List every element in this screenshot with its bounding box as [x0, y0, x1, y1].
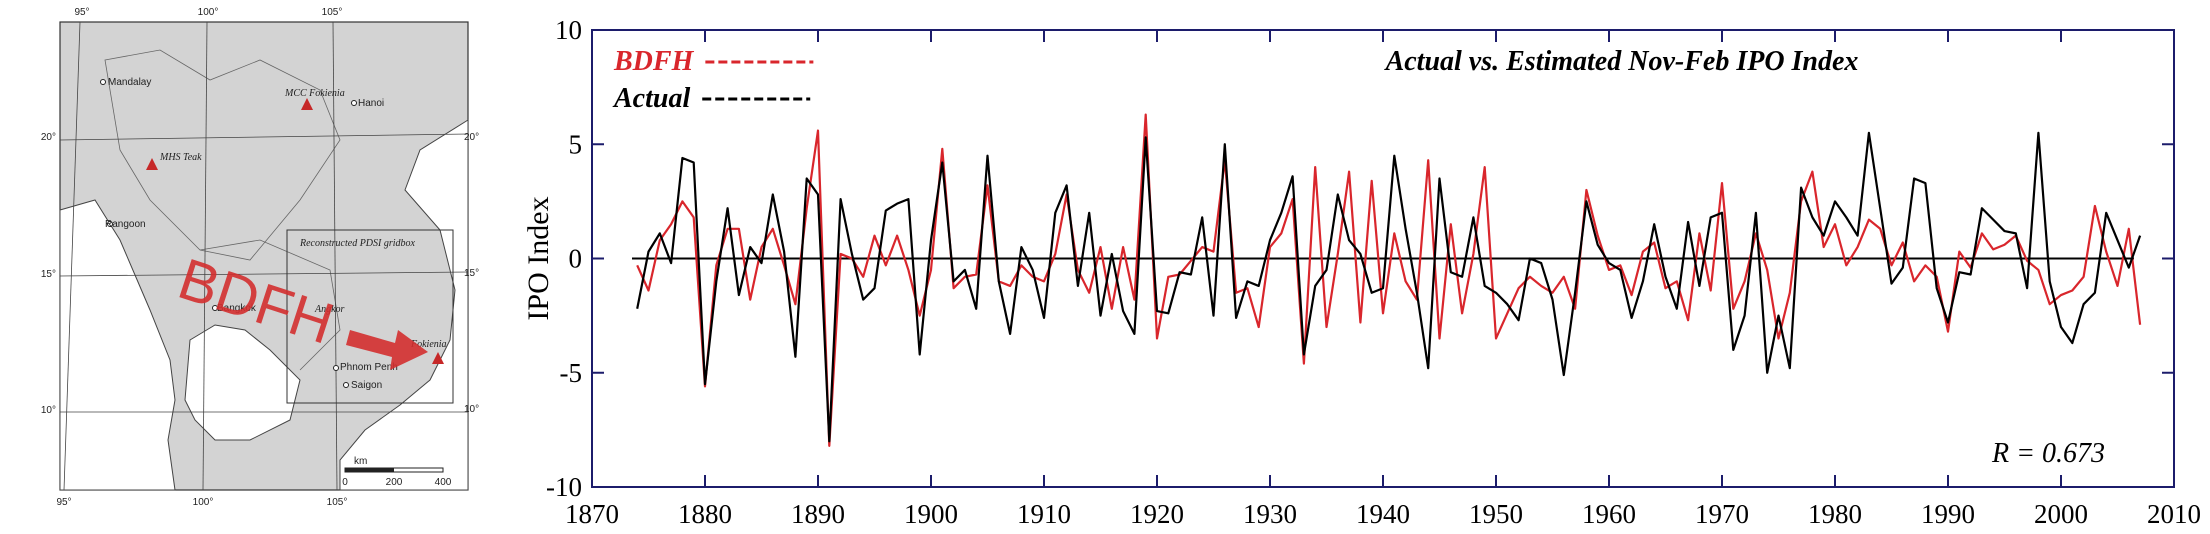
- city-dot: [351, 100, 357, 106]
- site-arrow: [346, 330, 428, 370]
- x-tick-label: 1950: [1469, 499, 1523, 529]
- y-axis-label: IPO Index: [522, 196, 555, 320]
- place-label: Saigon: [351, 380, 382, 391]
- scale-bar: [345, 468, 394, 472]
- lon-label: 100°: [193, 497, 214, 508]
- borders: [104, 49, 341, 261]
- borders: [199, 239, 341, 371]
- place-label: Mandalay: [108, 77, 151, 88]
- city-dot: [343, 382, 349, 388]
- lat-label: 15°: [464, 268, 479, 279]
- x-tick-label: 1960: [1582, 499, 1636, 529]
- place-label: Rangoon: [105, 219, 146, 230]
- site-marker: [146, 158, 158, 170]
- place-label: Fokienia: [410, 339, 447, 350]
- series-line: [636, 131, 2142, 443]
- city-dot: [212, 305, 218, 311]
- x-tick-label: 1920: [1130, 499, 1184, 529]
- x-tick-label: 2010: [2147, 499, 2201, 529]
- lon-label: 105°: [327, 497, 348, 508]
- sea: [59, 199, 176, 491]
- legend-label: Actual: [612, 83, 690, 114]
- scale-label: 0: [342, 477, 348, 488]
- gridbox: [286, 229, 454, 404]
- lon-label: 105°: [322, 7, 343, 18]
- map: 95° 100° 105° 95° 100° 105° 20° 15° 10° …: [41, 7, 479, 508]
- x-tick-label: 1930: [1243, 499, 1297, 529]
- sea: [339, 119, 469, 491]
- y-tick-label: 0: [569, 244, 583, 274]
- scale-label: 200: [386, 477, 403, 488]
- x-tick-label: 1910: [1017, 499, 1071, 529]
- place-label: MCC Fokienia: [284, 88, 345, 99]
- lat-label: 10°: [41, 405, 56, 416]
- lon-label: 100°: [198, 7, 219, 18]
- place-label: Angkor: [314, 304, 345, 315]
- y-tick-label: -10: [546, 472, 582, 502]
- y-tick-label: -5: [560, 358, 583, 388]
- place-label: Reconstructed PDSI gridbox: [299, 238, 416, 249]
- city-dot: [333, 365, 339, 371]
- parallel: [59, 133, 469, 141]
- legend-label: BDFH: [613, 46, 695, 77]
- chart-title: Actual vs. Estimated Nov-Feb IPO Index: [1384, 46, 1859, 77]
- lon-label: 95°: [56, 497, 71, 508]
- x-tick-label: 1890: [791, 499, 845, 529]
- x-tick-label: 1880: [678, 499, 732, 529]
- site-marker: [432, 352, 444, 364]
- y-tick-label: 5: [569, 129, 583, 159]
- x-tick-label: 1940: [1356, 499, 1410, 529]
- place-label: Phnom Penh: [340, 362, 398, 373]
- lat-label: 15°: [41, 269, 56, 280]
- city-dot: [100, 79, 106, 85]
- city-dot: [107, 221, 113, 227]
- place-label: MHS Teak: [159, 152, 202, 163]
- x-tick-label: 1970: [1695, 499, 1749, 529]
- lat-label: 20°: [41, 132, 56, 143]
- scale-unit: km: [354, 456, 367, 467]
- x-tick-label: 2000: [2034, 499, 2088, 529]
- annotation: R = 0.673: [1991, 438, 2105, 469]
- parallel: [59, 271, 469, 277]
- x-tick-label: 1870: [565, 499, 619, 529]
- sea: [184, 324, 301, 441]
- x-tick-label: 1900: [904, 499, 958, 529]
- place-label: Bangkok: [217, 303, 257, 314]
- x-tick-label: 1980: [1808, 499, 1862, 529]
- x-tick-label: 1990: [1921, 499, 1975, 529]
- lat-label: 10°: [464, 404, 479, 415]
- lat-label: 20°: [464, 132, 479, 143]
- place-label: Hanoi: [358, 98, 384, 109]
- y-tick-label: 10: [555, 15, 582, 45]
- site-marker: [301, 98, 313, 110]
- series-line: [636, 113, 2142, 447]
- lon-label: 95°: [74, 7, 89, 18]
- chart: 1870 1880 1890 1900 1910 1920 1930 1940 1950 1960…: [522, 15, 2201, 529]
- scale-label: 400: [435, 477, 452, 488]
